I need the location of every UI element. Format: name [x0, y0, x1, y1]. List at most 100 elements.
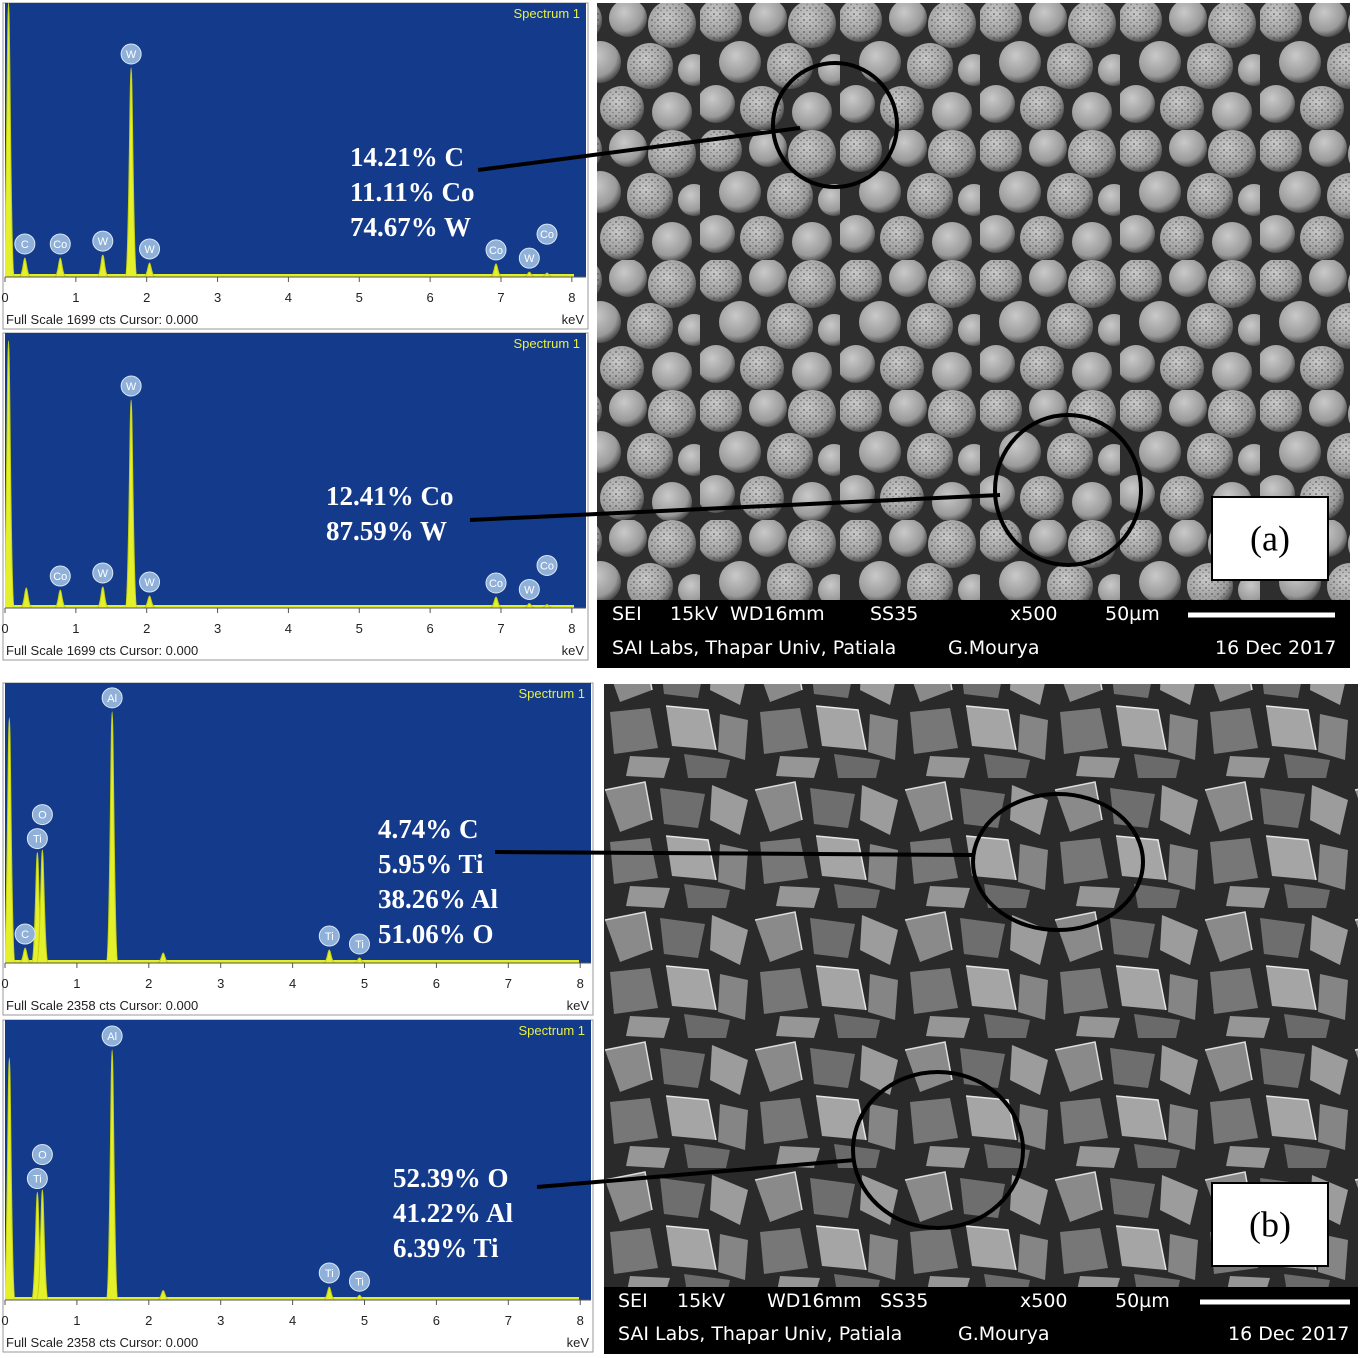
- peak-label: Ti: [325, 931, 334, 943]
- peak-label-badge: [14, 923, 36, 945]
- peak-label: W: [524, 584, 535, 596]
- peak: [19, 587, 33, 608]
- peak-label-badge: [49, 233, 71, 255]
- x-tick-label: 0: [1, 621, 8, 636]
- peak-label: Ti: [33, 834, 42, 846]
- composition: 74.67% W: [350, 212, 471, 242]
- x-tick-label: 2: [143, 290, 150, 305]
- x-unit: keV: [562, 643, 585, 658]
- leader-line: [494, 850, 976, 857]
- peak: [96, 254, 110, 277]
- panel-label-box: [1211, 1182, 1329, 1267]
- peak-label-badge: [536, 554, 558, 576]
- region-circle: [771, 61, 899, 189]
- sem-setting: x500: [1010, 603, 1058, 625]
- peak: [489, 596, 503, 608]
- spectrum-plot: [5, 333, 586, 608]
- peak-label: Co: [489, 578, 503, 590]
- peak: [35, 849, 49, 963]
- x-tick-label: 3: [217, 1313, 224, 1328]
- peak-label-badge: [318, 925, 340, 947]
- spectrum-title: Spectrum 1: [519, 686, 585, 701]
- x-tick-label: 0: [1, 976, 8, 991]
- peak-label: O: [38, 810, 47, 822]
- peak-label: C: [21, 239, 29, 251]
- x-tick-label: 6: [427, 290, 434, 305]
- peak-label-badge: [485, 239, 507, 261]
- x-tick-label: 0: [1, 1313, 8, 1328]
- peak-label-badge: [348, 1270, 370, 1292]
- peak: [143, 595, 156, 608]
- composition: 5.95% Ti: [378, 849, 484, 879]
- x-tick-label: 2: [145, 1313, 152, 1328]
- peak-label: W: [98, 236, 109, 248]
- sem-setting: 15kV: [677, 1290, 725, 1312]
- spectrum-baseline: [5, 960, 579, 963]
- peak: [143, 262, 156, 277]
- peak: [323, 949, 336, 963]
- x-tick-label: 5: [356, 290, 363, 305]
- peak-label-badge: [348, 933, 370, 955]
- x-tick-label: 3: [217, 976, 224, 991]
- region-circle: [993, 413, 1143, 567]
- x-tick-label: 7: [505, 1313, 512, 1328]
- peak-label-badge: [92, 230, 114, 252]
- peak: [5, 340, 16, 608]
- x-tick-label: 4: [289, 976, 296, 991]
- composition: 51.06% O: [378, 919, 494, 949]
- peak-label-badge: [139, 238, 161, 260]
- x-tick-label: 7: [497, 290, 504, 305]
- peak-label-badge: [139, 571, 161, 593]
- sem-footer: SAI Labs, Thapar Univ, Patiala: [618, 1323, 902, 1345]
- peak-label-badge: [26, 828, 48, 850]
- peak: [54, 257, 67, 277]
- peak-label-badge: [120, 43, 142, 65]
- x-tick-label: 1: [72, 290, 79, 305]
- x-tick-label: 8: [577, 1313, 584, 1328]
- peak-label-badge: [31, 804, 53, 826]
- x-tick-label: 8: [568, 621, 575, 636]
- composition: 6.39% Ti: [393, 1233, 499, 1263]
- region-circle: [851, 1070, 1025, 1230]
- sem-setting: 15kV: [670, 603, 718, 625]
- x-tick-label: 8: [577, 976, 584, 991]
- peak: [18, 257, 32, 277]
- peak-label-badge: [518, 247, 540, 269]
- peak: [157, 1289, 170, 1300]
- composition: 12.41% Co: [326, 481, 454, 511]
- peaks: [5, 711, 366, 963]
- peak-label: W: [144, 577, 155, 589]
- x-tick-label: 1: [73, 1313, 80, 1328]
- peak: [5, 1057, 16, 1300]
- x-tick-label: 4: [285, 290, 292, 305]
- x-tick-label: 2: [143, 621, 150, 636]
- panel-label: (b): [1249, 1205, 1291, 1245]
- composition: 4.74% C: [378, 814, 479, 844]
- leader-line: [536, 1158, 856, 1189]
- peak: [35, 1189, 49, 1300]
- peak-label: Co: [540, 229, 554, 241]
- x-tick-label: 6: [433, 976, 440, 991]
- sem-footer: 16 Dec 2017: [1215, 637, 1336, 659]
- composition: 38.26% Al: [378, 884, 499, 914]
- peak: [54, 589, 67, 608]
- peak-label-badge: [101, 687, 123, 709]
- peak-label-badge: [101, 1025, 123, 1047]
- peaks: [5, 3, 554, 277]
- x-tick-label: 6: [427, 621, 434, 636]
- x-tick-label: 5: [361, 1313, 368, 1328]
- peak: [157, 952, 170, 963]
- peaks: [5, 1049, 366, 1300]
- sem-setting: SEI: [612, 603, 642, 625]
- spectrum-plot: [5, 1020, 591, 1300]
- x-tick-label: 8: [568, 290, 575, 305]
- sem-footer: G.Mourya: [948, 637, 1040, 659]
- sem-footer: 16 Dec 2017: [1228, 1323, 1349, 1345]
- peak: [124, 67, 138, 277]
- spectrum-plot: [5, 3, 586, 277]
- peak-label: W: [524, 253, 535, 265]
- peak-label: O: [38, 1150, 47, 1162]
- peak-label-badge: [518, 578, 540, 600]
- peak-label: C: [21, 929, 29, 941]
- peak-label: Ti: [355, 1276, 364, 1288]
